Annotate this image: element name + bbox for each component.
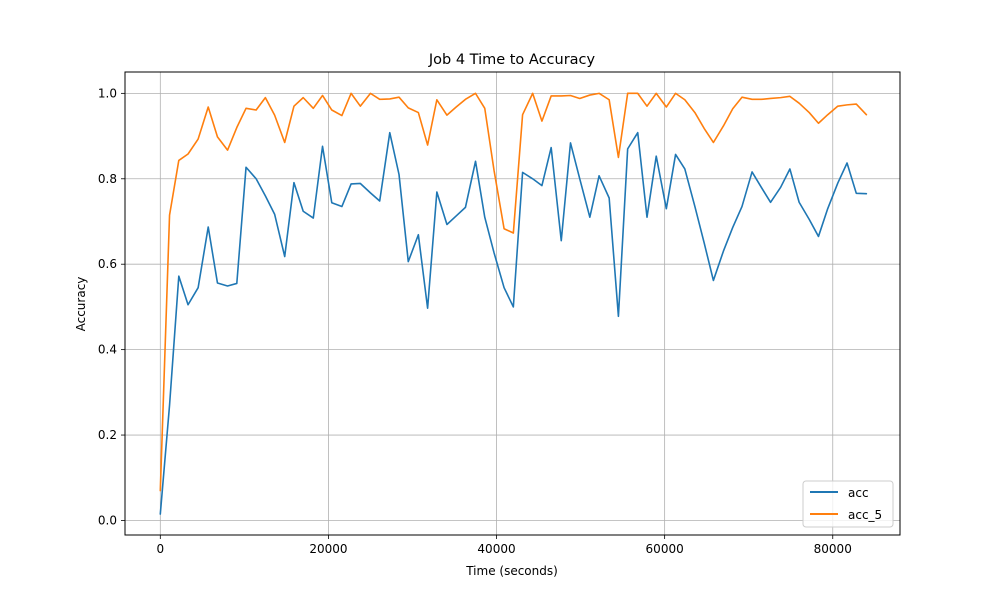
x-tick-label: 20000 (309, 542, 347, 556)
y-tick-label: 0.6 (98, 257, 117, 271)
y-tick-label: 0.2 (98, 428, 117, 442)
y-tick-label: 1.0 (98, 86, 117, 100)
x-tick-label: 80000 (814, 542, 852, 556)
x-tick-label: 60000 (646, 542, 684, 556)
y-tick-label: 0.8 (98, 172, 117, 186)
series-line-acc (159, 131, 868, 515)
y-tick-label: 0.4 (98, 343, 117, 357)
legend: acc acc_5 (802, 480, 894, 528)
y-tick-label: 0.0 (98, 513, 117, 527)
x-tick-label: 40000 (477, 542, 515, 556)
series-lines (159, 92, 868, 515)
chart-title: Job 4 Time to Accuracy (428, 52, 596, 68)
series-line-acc-5 (159, 92, 868, 492)
plot-frame (124, 71, 901, 536)
legend-label-acc-5: acc_5 (848, 508, 882, 522)
legend-label-acc: acc (848, 486, 869, 500)
y-axis-ticks: 0.0 0.2 0.4 0.6 0.8 1.0 (98, 86, 125, 527)
x-axis-ticks: 0 20000 40000 60000 80000 (156, 535, 852, 556)
x-axis-label: Time (seconds) (465, 564, 558, 578)
x-tick-label: 0 (156, 542, 164, 556)
grid-lines (125, 72, 900, 535)
y-axis-label: Accuracy (74, 277, 88, 332)
